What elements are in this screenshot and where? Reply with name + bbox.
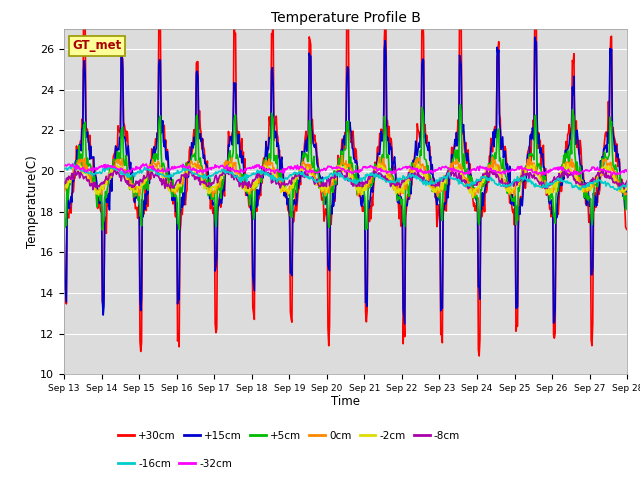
Text: GT_met: GT_met <box>72 39 122 52</box>
X-axis label: Time: Time <box>331 395 360 408</box>
Y-axis label: Temperature(C): Temperature(C) <box>26 155 38 248</box>
Title: Temperature Profile B: Temperature Profile B <box>271 11 420 25</box>
Legend: -16cm, -32cm: -16cm, -32cm <box>115 455 236 473</box>
